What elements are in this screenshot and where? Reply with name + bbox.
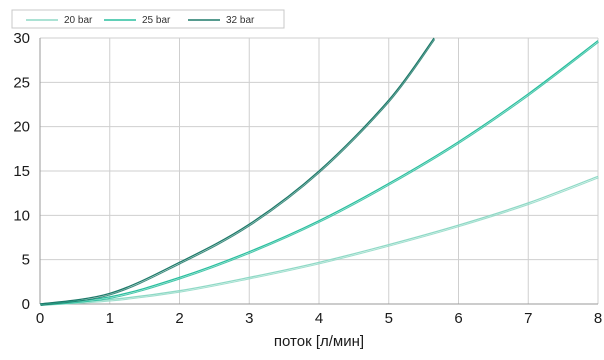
legend-label-32-bar: 32 bar [226, 15, 255, 26]
tick-labels: 0 1 2 3 4 5 6 7 8 0 5 10 15 20 25 30 [13, 30, 602, 327]
x-tick-label-1: 1 [106, 310, 114, 327]
series-line-25-bar [39, 40, 599, 305]
series-line-32-bar [39, 37, 435, 305]
x-tick-label-5: 5 [385, 310, 393, 327]
legend-label-20-bar: 20 bar [64, 15, 93, 26]
series-line-shadow-25-bar [40, 41, 599, 306]
y-tick-label-3: 15 [13, 163, 30, 180]
legend-box [11, 9, 285, 29]
y-tick-label-5: 25 [13, 74, 30, 91]
x-tick-label-4: 4 [315, 310, 323, 327]
y-tick-label-6: 30 [13, 30, 30, 47]
series-line-shadow-32-bar [40, 39, 436, 306]
y-tick-label-1: 5 [22, 252, 30, 269]
legend: 20 bar 25 bar 32 bar [11, 9, 285, 29]
legend-label-25-bar: 25 bar [142, 15, 171, 26]
x-axis-title: поток [л/мин] [274, 333, 364, 350]
y-tick-label-4: 20 [13, 119, 30, 136]
series-line-shadow-20-bar [40, 177, 599, 306]
x-tick-label-3: 3 [245, 310, 253, 327]
x-tick-label-0: 0 [36, 310, 44, 327]
y-tick-label-2: 10 [13, 207, 30, 224]
x-tick-label-8: 8 [594, 310, 602, 327]
x-tick-label-6: 6 [454, 310, 462, 327]
y-tick-label-0: 0 [22, 296, 30, 313]
axes [39, 38, 598, 305]
series-layer [39, 37, 599, 306]
x-tick-label-2: 2 [175, 310, 183, 327]
series-line-20-bar [39, 175, 599, 305]
x-tick-label-7: 7 [524, 310, 532, 327]
